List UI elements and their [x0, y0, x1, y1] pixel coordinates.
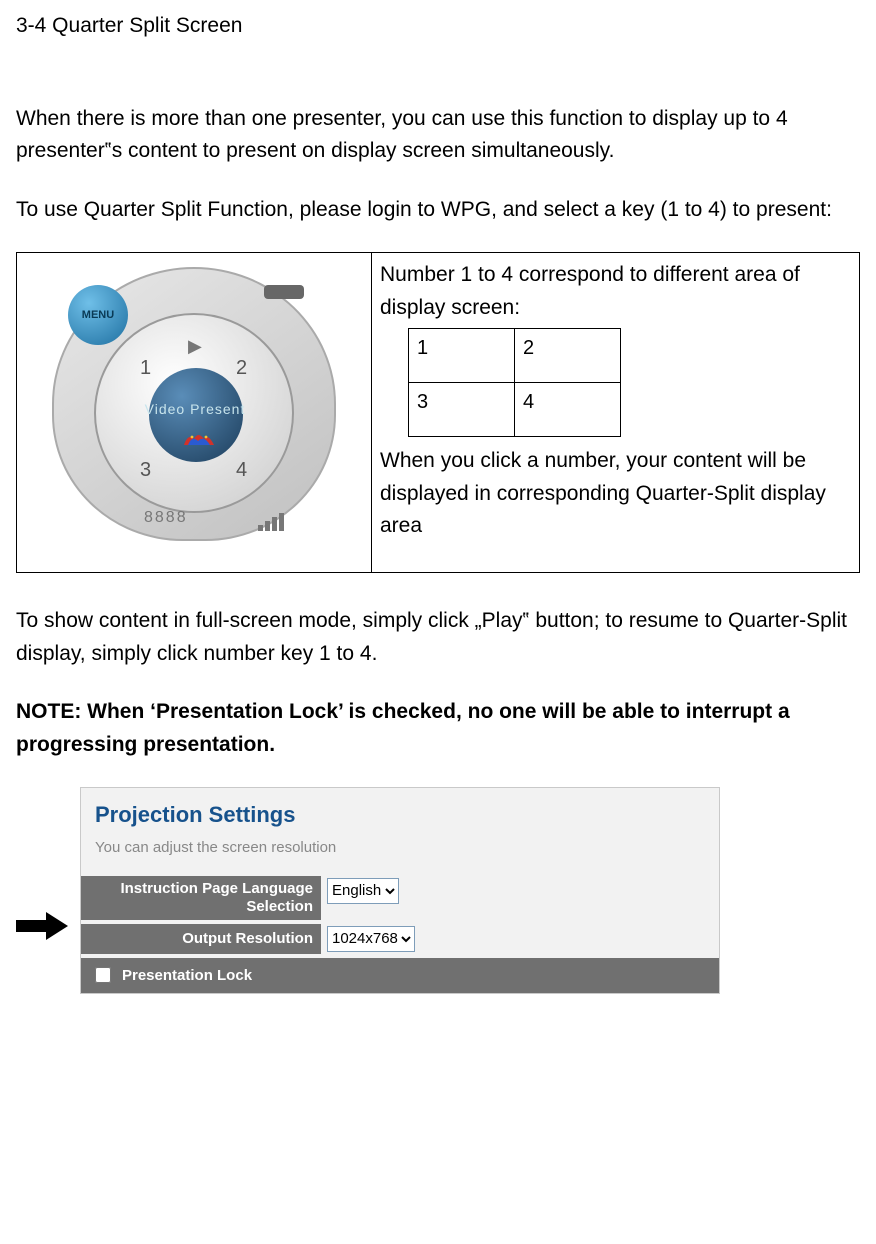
- device-explain-table: MENU ▶ Video Present 1 2 3 4 8888: [16, 252, 860, 573]
- quadrant-grid: 1 2 3 4: [408, 328, 621, 437]
- pointer-arrow-icon: [16, 915, 74, 937]
- presentation-lock-row: Presentation Lock: [81, 958, 719, 993]
- resolution-label: Output Resolution: [81, 924, 321, 954]
- projection-settings-panel: Projection Settings You can adjust the s…: [80, 787, 720, 994]
- language-row: Instruction Page Language Selection Engl…: [81, 876, 719, 920]
- play-icon[interactable]: ▶: [188, 333, 202, 361]
- explain-lead: Number 1 to 4 correspond to different ar…: [380, 259, 851, 324]
- fullscreen-paragraph: To show content in full-screen mode, sim…: [16, 605, 860, 670]
- quadrant-1-button[interactable]: 1: [140, 353, 151, 384]
- minus-button[interactable]: [264, 285, 304, 299]
- center-label: Video Present: [130, 399, 260, 421]
- device-illustration-cell: MENU ▶ Video Present 1 2 3 4 8888: [17, 253, 372, 573]
- grid-cell-2: 2: [515, 329, 621, 383]
- quadrant-4-button[interactable]: 4: [236, 455, 247, 486]
- resolution-row: Output Resolution 1024x768: [81, 924, 719, 954]
- panel-subtitle: You can adjust the screen resolution: [81, 836, 719, 875]
- note-paragraph: NOTE: When ‘Presentation Lock’ is checke…: [16, 696, 860, 761]
- presentation-lock-label: Presentation Lock: [122, 964, 252, 987]
- resolution-select[interactable]: 1024x768: [327, 926, 415, 952]
- language-select[interactable]: English: [327, 878, 399, 904]
- language-label: Instruction Page Language Selection: [81, 876, 321, 920]
- explain-tail: When you click a number, your content wi…: [380, 445, 851, 543]
- quadrant-3-button[interactable]: 3: [140, 455, 151, 486]
- intro-paragraph-1: When there is more than one presenter, y…: [16, 103, 860, 168]
- intro-paragraph-2: To use Quarter Split Function, please lo…: [16, 194, 860, 227]
- grid-cell-3: 3: [409, 383, 515, 437]
- quadrant-2-button[interactable]: 2: [236, 353, 247, 384]
- remote-device: MENU ▶ Video Present 1 2 3 4 8888: [44, 259, 344, 549]
- panel-title: Projection Settings: [81, 788, 719, 836]
- logo-icon: [178, 425, 220, 451]
- grid-cell-1: 1: [409, 329, 515, 383]
- explain-cell: Number 1 to 4 correspond to different ar…: [372, 253, 860, 573]
- menu-button[interactable]: MENU: [68, 285, 128, 345]
- signal-icon: [258, 513, 284, 531]
- grid-cell-4: 4: [515, 383, 621, 437]
- code-display: 8888: [144, 506, 188, 531]
- presentation-lock-checkbox[interactable]: [95, 967, 111, 983]
- section-title: 3-4 Quarter Split Screen: [16, 10, 860, 43]
